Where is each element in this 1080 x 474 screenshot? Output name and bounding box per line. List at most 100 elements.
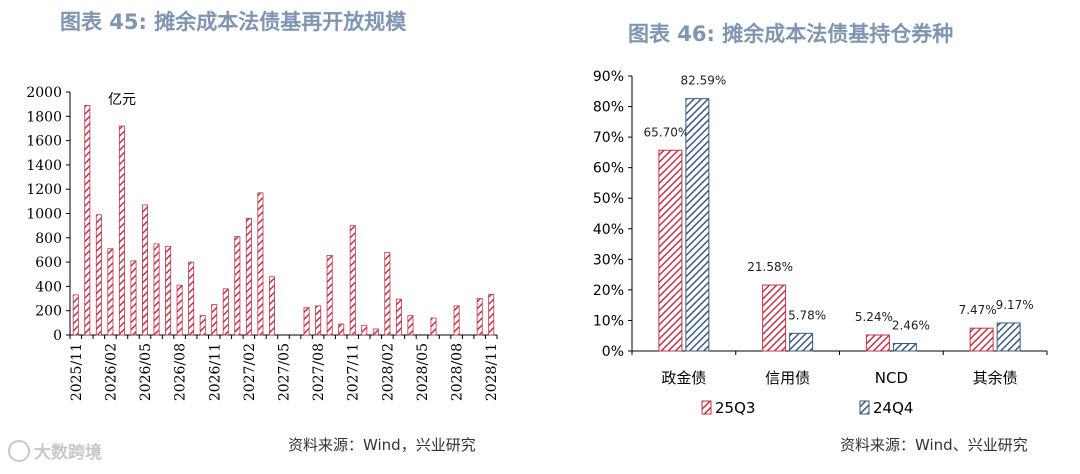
chart-46-data-label: 65.70%	[643, 125, 689, 139]
chart-46-data-label: 5.78%	[788, 308, 826, 322]
chart-45-y-tick-label: 2000	[26, 85, 62, 101]
chart-45-bar	[384, 251, 391, 336]
chart-45-bar	[326, 255, 333, 336]
chart-45-bar	[407, 315, 414, 336]
chart-46-title: 图表 46: 摊余成本法债基持仓券种	[628, 22, 954, 46]
chart-45-y-tick-label: 1000	[26, 207, 62, 223]
chart-45-bar	[315, 305, 322, 336]
chart-45-bar	[349, 225, 356, 336]
chart-45-bar	[453, 305, 460, 336]
chart-46-y-tick-label: 10%	[593, 313, 624, 329]
chart-46-data-label: 5.24%	[855, 310, 893, 324]
chart-45-bar	[153, 243, 160, 336]
chart-45-bar	[107, 248, 114, 336]
chart-45-y-tick-label: 1800	[26, 109, 62, 125]
chart-45-y-tick-label: 1200	[26, 182, 62, 198]
chart-45-bar	[211, 304, 218, 336]
chart-46-y-tick-label: 50%	[593, 191, 624, 207]
chart-45-x-tick-label: 2028/11	[484, 343, 500, 401]
chart-45-x-tick-label: 2028/05	[415, 343, 431, 401]
chart-45-bar	[72, 294, 79, 336]
chart-45-x-tick-label: 2026/05	[138, 343, 154, 401]
chart-46: 0% 10% 20% 30% 40% 50% 60% 70% 80% 90% 65.70% 21.58…	[593, 69, 1048, 417]
chart-45-bar	[188, 261, 195, 336]
watermark: 大数跨境	[8, 438, 102, 463]
chart-45-y-tick-label: 400	[35, 279, 62, 295]
chart-46-bar-24Q4	[685, 98, 710, 352]
chart-46-bar-25Q3	[969, 327, 994, 352]
chart-46-category-label: 信用债	[765, 369, 810, 387]
chart-45-bar	[84, 104, 91, 336]
chart-46-data-label: 21.58%	[747, 260, 793, 274]
chart-46-bar-24Q4	[996, 322, 1021, 352]
chart-45-bar	[268, 276, 275, 336]
chart-45-bar	[338, 323, 345, 336]
chart-46-legend-swatch-24Q4	[859, 400, 870, 415]
watermark-text: 大数跨境	[34, 443, 102, 463]
chart-46-y-tick-label: 0%	[602, 344, 624, 360]
chart-46-y-tick-label: 60%	[593, 161, 624, 177]
chart-45-bar	[257, 192, 264, 336]
chart-45-bar	[142, 204, 149, 336]
chart-45-bar	[130, 260, 137, 336]
chart-46-data-label: 2.46%	[892, 318, 930, 332]
chart-46-bar-24Q4	[892, 342, 917, 352]
chart-45-x-tick-label: 2027/11	[346, 343, 362, 401]
chart-46-legend-swatch-25Q3	[701, 400, 712, 415]
chart-45-bar	[118, 125, 125, 336]
chart-45-bar	[165, 245, 172, 336]
chart-45-bar	[430, 317, 437, 336]
chart-46-category-label: NCD	[875, 369, 908, 387]
chart-45-x-tick-label: 2026/08	[173, 343, 189, 401]
chart-46-y-tick-label: 20%	[593, 283, 624, 299]
chart-46-legend-label-25Q3: 25Q3	[715, 399, 755, 417]
chart-46-legend-label-24Q4: 24Q4	[873, 399, 913, 417]
chart-45-bar	[199, 315, 206, 336]
chart-46-y-tick-label: 30%	[593, 252, 624, 268]
chart-45-bar	[361, 324, 368, 336]
chart-46-bar-25Q3	[865, 334, 890, 352]
chart-45-x-tick-label: 2026/02	[103, 343, 119, 401]
chart-45-bar	[488, 293, 495, 336]
chart-45-y-tick-label: 800	[35, 231, 62, 247]
chart-45-x-tick-label: 2027/02	[242, 343, 258, 401]
chart-45-x-tick-label: 2026/11	[207, 343, 223, 401]
chart-46-bar-25Q3	[762, 284, 787, 352]
chart-45-y-tick-label: 600	[35, 255, 62, 271]
chart-45-x-tick-label: 2028/08	[450, 343, 466, 401]
chart-45-x-tick-label: 2025/11	[69, 343, 85, 401]
chart-46-source: 资料来源：Wind、兴业研究	[840, 436, 1028, 454]
chart-45-bar	[303, 307, 310, 336]
chart-46-y-tick-label: 90%	[593, 69, 624, 85]
chart-45-x-tick-label: 2027/05	[277, 343, 293, 401]
chart-46-category-label: 其余债	[973, 369, 1018, 387]
chart-45-bar	[372, 328, 379, 336]
chart-45-y-tick-label: 200	[35, 304, 62, 320]
chart-45-x-tick-label: 2028/02	[380, 343, 396, 401]
chart-45-title: 图表 45: 摊余成本法债基再开放规模	[60, 10, 407, 34]
chart-45-y-tick-label: 0	[53, 328, 62, 344]
chart-45-bar	[176, 284, 183, 336]
watermark-logo-icon	[8, 440, 30, 462]
chart-45-bar	[95, 214, 102, 336]
chart-45: 0 200 400 600 800 1000 1200 1400 1600 1800 2000 202…	[26, 85, 500, 401]
chart-45-source: 资料来源：Wind，兴业研究	[288, 436, 476, 454]
chart-46-bar-25Q3	[658, 149, 683, 352]
chart-46-y-tick-label: 70%	[593, 130, 624, 146]
chart-45-bar	[395, 298, 402, 336]
chart-46-data-label: 9.17%	[996, 298, 1034, 312]
chart-45-bar	[245, 217, 252, 336]
chart-45-y-tick-label: 1400	[26, 158, 62, 174]
chart-45-bar	[476, 298, 483, 336]
chart-45-unit-label: 亿元	[108, 92, 136, 108]
chart-45-bar	[222, 288, 229, 336]
chart-46-y-tick-label: 80%	[593, 100, 624, 116]
chart-46-data-label: 82.59%	[680, 74, 726, 88]
chart-46-category-label: 政金债	[661, 369, 706, 387]
chart-45-y-tick-label: 1600	[26, 134, 62, 150]
chart-45-x-tick-label: 2027/08	[311, 343, 327, 401]
chart-46-y-tick-label: 40%	[593, 222, 624, 238]
chart-46-bar-24Q4	[789, 332, 814, 352]
chart-46-data-label: 7.47%	[959, 303, 997, 317]
